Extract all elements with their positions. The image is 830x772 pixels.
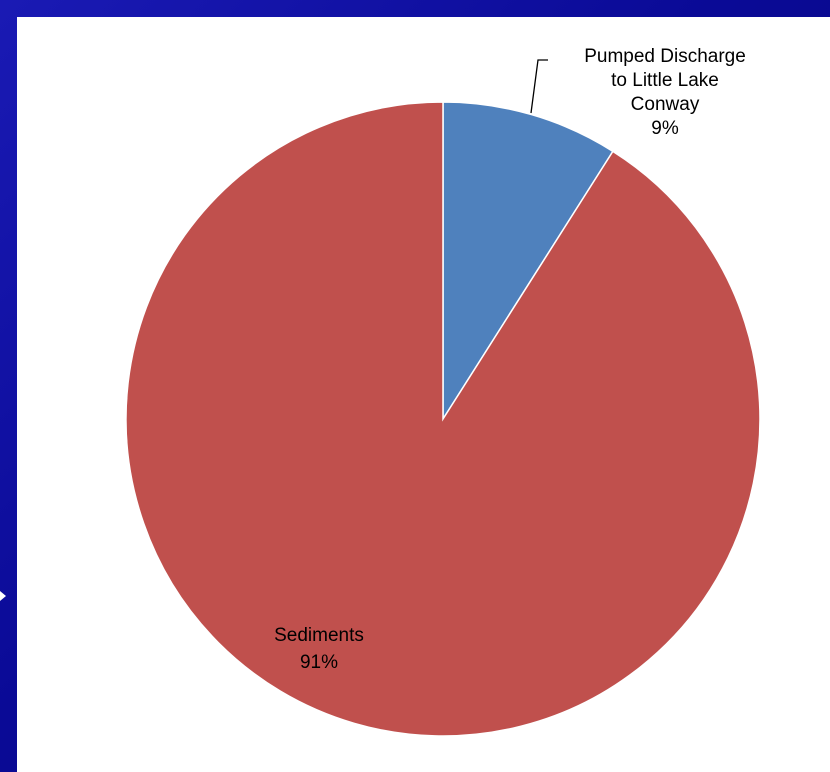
pie-labels: Pumped Discharge to Little Lake Conway 9% Se… — [274, 46, 746, 673]
slice-category-label: Pumped Discharge — [584, 46, 746, 67]
pie-slices — [125, 101, 761, 737]
slice-category-label: to Little Lake — [611, 70, 719, 91]
slice-category-label: Conway — [631, 94, 700, 115]
leader-line — [530, 59, 548, 114]
slice-category-label: Sediments — [274, 625, 364, 646]
bullet-arrow-icon — [0, 591, 6, 601]
slice-percent-label: 9% — [651, 118, 679, 139]
pie-slice-pumped-discharge — [442, 101, 614, 422]
pie-slice-sediments — [125, 101, 761, 737]
slice-percent-label: 91% — [300, 652, 338, 673]
